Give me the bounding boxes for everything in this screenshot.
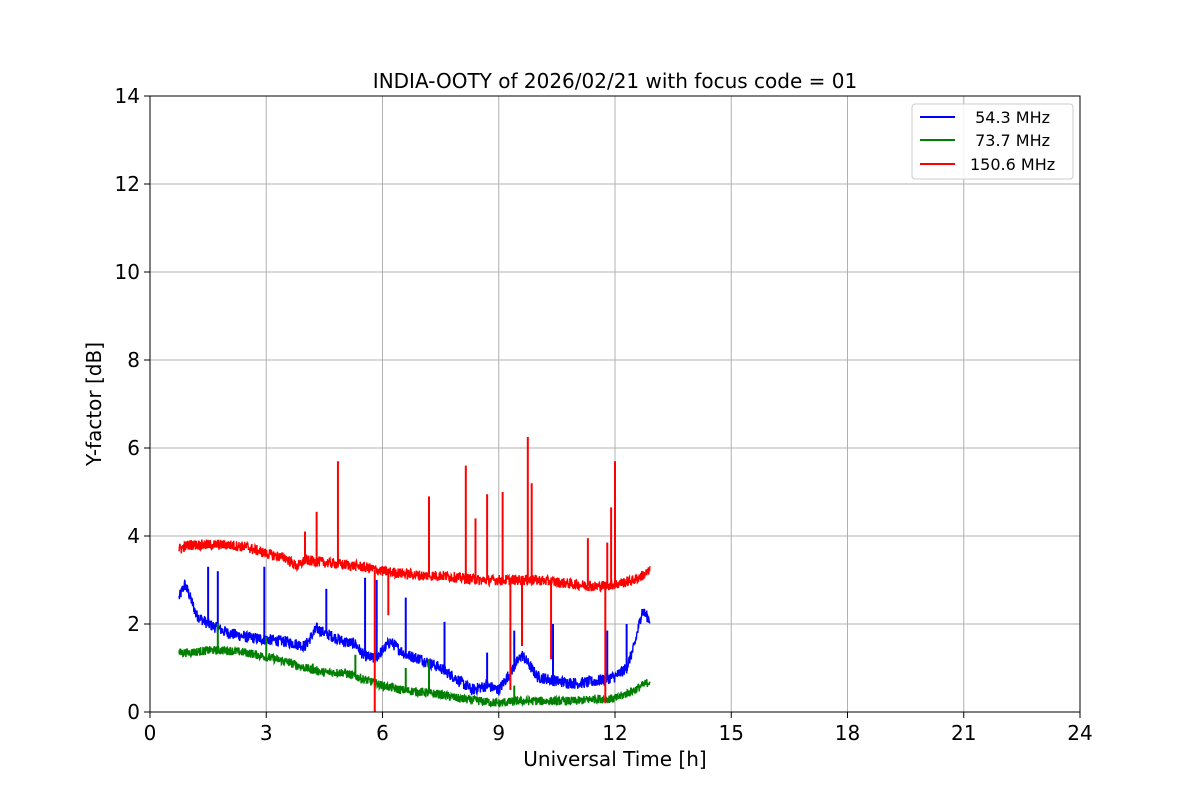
y-tick-label: 2 <box>127 612 140 636</box>
x-tick-label: 24 <box>1067 721 1092 745</box>
legend-label-73-7: 73.7 MHz <box>970 131 1050 150</box>
x-tick-label: 15 <box>719 721 744 745</box>
y-axis-label: Y-factor [dB] <box>82 342 106 467</box>
x-tick-label: 18 <box>835 721 860 745</box>
y-tick-label: 4 <box>127 524 140 548</box>
x-tick-label: 9 <box>492 721 505 745</box>
plot-area <box>178 437 651 712</box>
x-tick-label: 6 <box>376 721 389 745</box>
x-tick-label: 0 <box>144 721 157 745</box>
legend-label-54-3: 54.3 MHz <box>970 108 1050 127</box>
y-tick-label: 12 <box>115 172 140 196</box>
series-line-1 <box>178 644 651 708</box>
chart-title: INDIA-OOTY of 2026/02/21 with focus code… <box>373 69 857 93</box>
y-tick-label: 8 <box>127 348 140 372</box>
y-tick-label: 6 <box>127 436 140 460</box>
x-tick-label: 21 <box>951 721 976 745</box>
y-tick-label: 0 <box>127 700 140 724</box>
legend-label-150-6: 150.6 MHz <box>970 155 1055 174</box>
series-line-2 <box>178 538 651 593</box>
legend: 54.3 MHz 73.7 MHz 150.6 MHz <box>911 103 1074 180</box>
x-tick-label: 12 <box>602 721 627 745</box>
legend-box <box>911 103 1074 180</box>
y-tick-label: 14 <box>115 84 140 108</box>
series-line-0 <box>178 579 651 697</box>
x-axis-label: Universal Time [h] <box>523 747 706 771</box>
x-tick-label: 3 <box>260 721 273 745</box>
y-tick-label: 10 <box>115 260 140 284</box>
